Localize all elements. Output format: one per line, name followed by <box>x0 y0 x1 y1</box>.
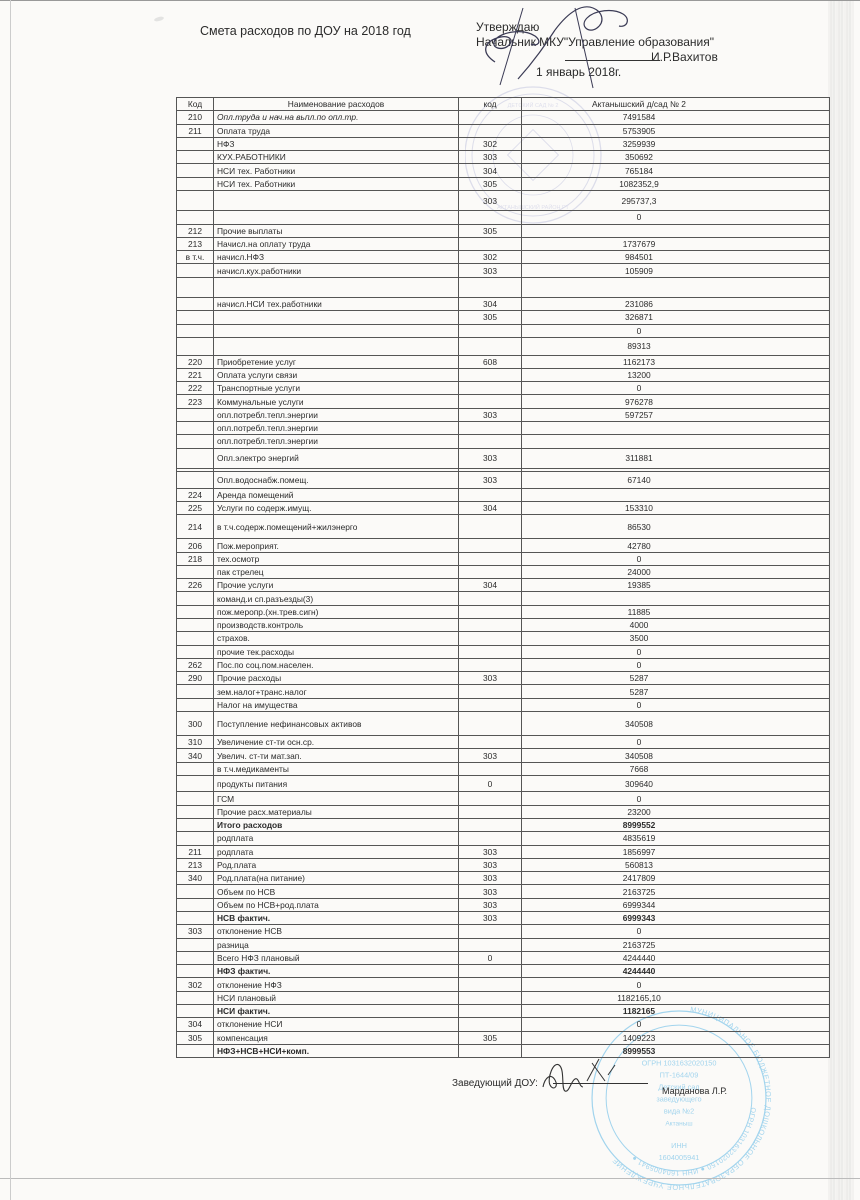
svg-text:ПТ-1644/09: ПТ-1644/09 <box>660 1070 699 1079</box>
svg-text:1604005941: 1604005941 <box>659 1153 700 1162</box>
svg-text:вида №2: вида №2 <box>664 1107 694 1116</box>
svg-text:ИНН: ИНН <box>671 1141 687 1150</box>
svg-text:Актаныш: Актаныш <box>665 1121 692 1128</box>
